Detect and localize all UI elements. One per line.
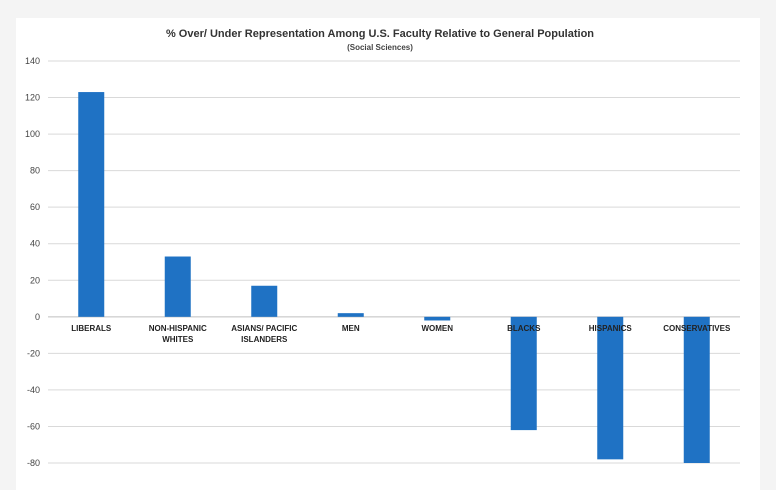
bar: [510, 316, 537, 431]
y-tick-label: 0: [35, 312, 40, 322]
bars: [78, 92, 710, 463]
y-tick-label: 140: [25, 56, 40, 66]
bar: [78, 92, 105, 317]
y-tick-label: -60: [27, 421, 40, 431]
y-tick-label: -20: [27, 348, 40, 358]
chart-frame: % Over/ Under Representation Among U.S. …: [16, 18, 760, 490]
y-tick-label: -40: [27, 385, 40, 395]
category-label: WOMEN: [421, 324, 453, 333]
bar-chart: % Over/ Under Representation Among U.S. …: [25, 28, 740, 468]
gridlines: [48, 60, 740, 464]
category-label: MEN: [342, 324, 360, 333]
y-tick-label: 80: [30, 166, 40, 176]
y-axis-ticks: 140 120 100 80 60 40 20 0 -20 -40 -60 -80: [25, 56, 40, 468]
y-tick-label: 40: [30, 239, 40, 249]
category-label: BLACKS: [507, 324, 541, 333]
category-label: CONSERVATIVES: [663, 324, 731, 333]
bar: [337, 313, 364, 317]
category-label: NON-HISPANIC: [149, 324, 207, 333]
bar: [424, 316, 451, 321]
bar: [251, 285, 278, 317]
y-tick-label: 120: [25, 93, 40, 103]
y-tick-label: 20: [30, 275, 40, 285]
category-label: LIBERALS: [71, 324, 112, 333]
bar: [164, 256, 191, 317]
y-tick-label: 60: [30, 202, 40, 212]
chart-subtitle: (Social Sciences): [347, 43, 413, 52]
category-label: ISLANDERS: [241, 335, 288, 344]
chart-title: % Over/ Under Representation Among U.S. …: [166, 28, 594, 40]
bar: [597, 316, 624, 460]
bar: [683, 316, 710, 463]
y-tick-label: -80: [27, 458, 40, 468]
category-label: ASIANS/ PACIFIC: [231, 324, 297, 333]
category-label: WHITES: [162, 335, 194, 344]
category-labels: LIBERALS NON-HISPANIC WHITES ASIANS/ PACIFI…: [71, 324, 731, 344]
y-tick-label: 100: [25, 129, 40, 139]
category-label: HISPANICS: [589, 324, 633, 333]
